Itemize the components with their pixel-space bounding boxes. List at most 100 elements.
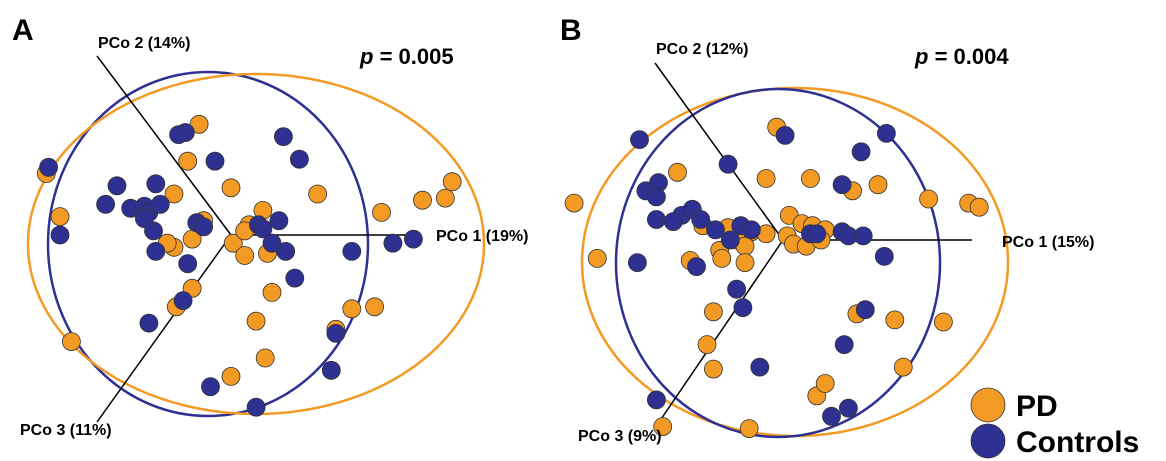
- controls-point: [285, 268, 305, 288]
- controls-point: [383, 233, 403, 253]
- pd-point: [934, 312, 953, 332]
- controls-point: [851, 142, 871, 162]
- controls-point: [253, 219, 273, 239]
- controls-point: [720, 230, 740, 250]
- controls-point: [50, 225, 70, 245]
- p-value-annotation: p = 0.005: [359, 44, 454, 69]
- controls-point: [687, 257, 706, 277]
- controls-point: [96, 194, 115, 214]
- pd-point: [735, 253, 755, 273]
- pd-point: [653, 417, 673, 437]
- legend-controls-label: Controls: [1016, 426, 1139, 459]
- p-value-annotation: p = 0.004: [914, 44, 1009, 69]
- controls-point: [853, 226, 873, 246]
- controls-ellipse: [46, 70, 370, 418]
- pco2-axis: [654, 62, 784, 241]
- pd-point: [246, 311, 266, 331]
- pd-point: [704, 302, 723, 322]
- controls-point: [628, 253, 647, 273]
- legend: PD Controls: [970, 387, 1139, 459]
- p-value: = 0.004: [935, 44, 1010, 69]
- pd-point: [435, 188, 455, 208]
- controls-point: [855, 300, 875, 320]
- controls-point: [146, 241, 166, 261]
- controls-point: [691, 210, 711, 229]
- controls-point: [276, 241, 296, 261]
- legend-controls-swatch: [970, 423, 1006, 459]
- p-symbol: p: [914, 44, 928, 69]
- pd-point: [668, 162, 687, 182]
- pd-point: [893, 357, 913, 377]
- controls-point: [742, 220, 761, 240]
- pd-point: [50, 207, 70, 227]
- pd-point: [587, 248, 607, 268]
- controls-ellipse: [614, 87, 942, 439]
- controls-point: [834, 335, 854, 355]
- controls-point: [146, 174, 166, 194]
- controls-point: [775, 125, 795, 145]
- controls-point: [326, 323, 346, 343]
- pco1-label: PCo 1 (19%): [436, 228, 528, 245]
- controls-point: [807, 224, 827, 244]
- controls-point: [706, 220, 725, 240]
- controls-point: [832, 175, 852, 195]
- controls-point: [273, 127, 293, 147]
- controls-point: [718, 154, 738, 174]
- p-value: = 0.005: [380, 44, 454, 69]
- controls-point: [150, 194, 170, 214]
- controls-point: [874, 246, 894, 266]
- controls-point: [205, 151, 225, 171]
- controls-point: [822, 406, 841, 426]
- controls-point: [647, 187, 666, 207]
- pd-point: [739, 419, 759, 439]
- controls-point: [107, 176, 127, 196]
- pco3-axis: [654, 239, 784, 429]
- panel-b-letter: B: [560, 14, 582, 47]
- pd-point: [868, 175, 888, 195]
- pd-point: [262, 282, 282, 302]
- pco3-axis: [96, 234, 232, 423]
- legend-pd-swatch: [970, 387, 1006, 423]
- pco1-label: PCo 1 (15%): [1002, 234, 1094, 251]
- legend-pd-label: PD: [1016, 390, 1058, 423]
- pd-point: [189, 114, 209, 134]
- pd-point: [697, 335, 717, 355]
- pd-point: [164, 184, 184, 204]
- pd-point: [221, 178, 241, 198]
- pd-point: [564, 193, 584, 213]
- pd-point: [342, 299, 362, 319]
- controls-point: [403, 229, 423, 249]
- controls-point: [727, 279, 746, 299]
- pd-point: [235, 246, 255, 265]
- controls-point: [630, 130, 649, 150]
- controls-point: [246, 397, 266, 417]
- panel-b-points: [564, 117, 989, 439]
- pd-point: [704, 359, 723, 379]
- pd-point: [815, 374, 835, 393]
- controls-point: [39, 157, 58, 177]
- controls-point: [139, 313, 159, 333]
- pco3-label: PCo 3 (11%): [20, 422, 112, 439]
- controls-point: [647, 390, 666, 410]
- controls-point: [663, 212, 683, 232]
- controls-point: [342, 241, 362, 261]
- controls-point: [178, 254, 198, 274]
- pco2-label: PCo 2 (12%): [656, 41, 748, 58]
- pco2-axis: [96, 55, 232, 236]
- controls-point: [750, 357, 770, 377]
- controls-point: [201, 377, 220, 397]
- pd-point: [712, 248, 732, 268]
- pd-point: [756, 169, 776, 188]
- panel-a-letter: A: [12, 14, 34, 47]
- controls-point: [194, 217, 214, 237]
- controls-point: [289, 149, 309, 169]
- pd-point: [801, 169, 820, 188]
- pd-point: [413, 190, 432, 210]
- controls-point: [144, 221, 163, 241]
- controls-point: [877, 123, 896, 143]
- pd-point: [372, 202, 391, 222]
- pd-point: [442, 172, 462, 192]
- controls-point: [839, 398, 858, 418]
- controls-point: [269, 211, 289, 231]
